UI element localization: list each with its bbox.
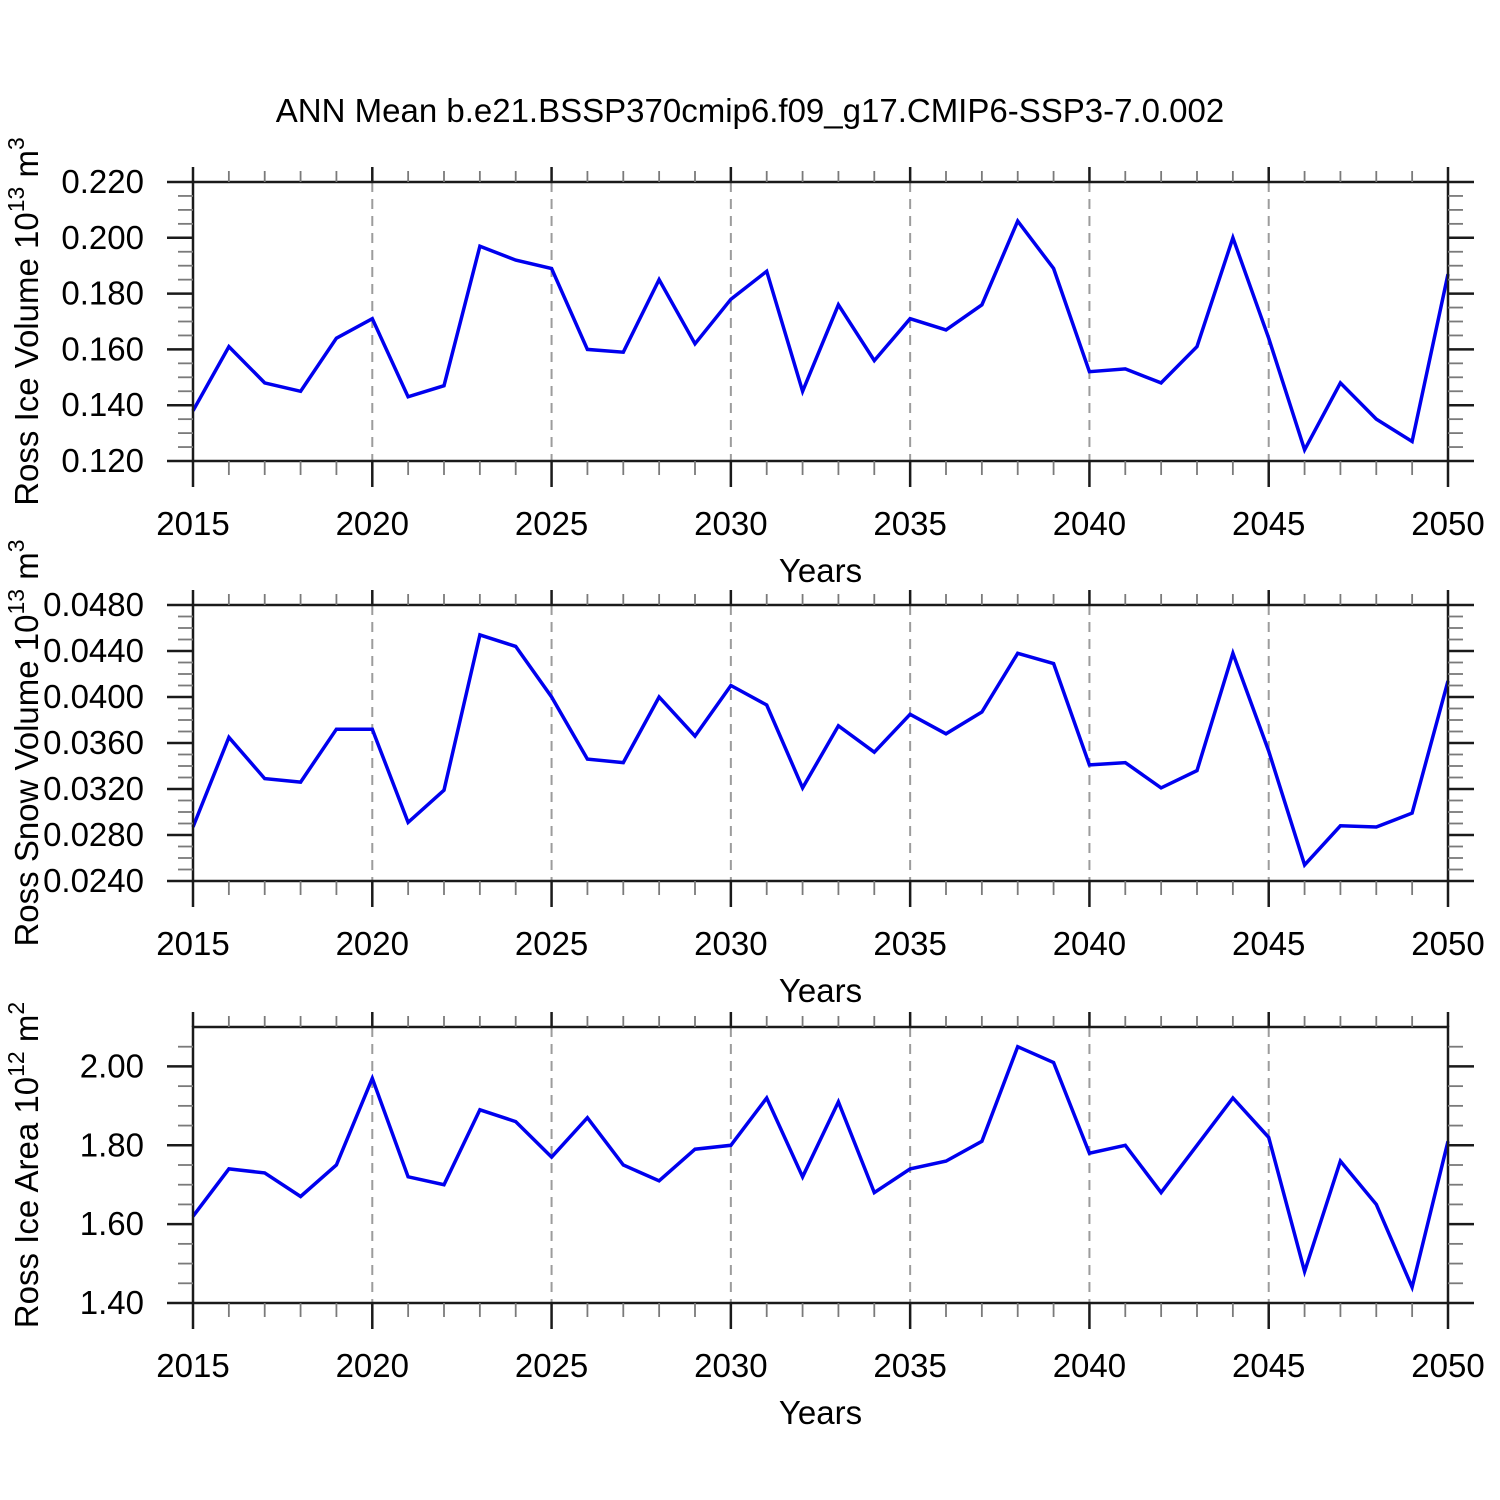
x-tick-label: 2050 [1411, 1347, 1484, 1384]
y-tick-label: 1.40 [80, 1284, 144, 1321]
x-tick-label: 2030 [694, 925, 767, 962]
y-tick-label: 0.160 [61, 330, 144, 367]
panel-ross-ice-area: 1.40 1.60 1.80 2.00 2015 2020 2025 2030 2035 2040… [3, 1002, 1485, 1431]
x-tick-label: 2020 [336, 1347, 409, 1384]
y-tick-label: 0.120 [61, 442, 144, 479]
y-tick-label: 0.0440 [43, 632, 144, 669]
y-tick-label: 0.140 [61, 386, 144, 423]
y-axis-title-ross-ice-volume: Ross Ice Volume 1013 m3 [3, 137, 45, 506]
y-tick-label: 0.0400 [43, 678, 144, 715]
y-tick-label: 1.80 [80, 1126, 144, 1163]
x-tick-label: 2035 [873, 1347, 946, 1384]
x-tick-label: 2025 [515, 505, 588, 542]
x-tick-label: 2050 [1411, 505, 1484, 542]
x-tick-label: 2040 [1053, 505, 1126, 542]
x-axis-title-ross-ice-area: Years [779, 1394, 862, 1431]
chart-title: ANN Mean b.e21.BSSP370cmip6.f09_g17.CMIP… [275, 92, 1225, 129]
x-tick-label: 2030 [694, 1347, 767, 1384]
x-tick-label: 2040 [1053, 925, 1126, 962]
ross-ice-volume-data-line [191, 217, 1450, 455]
x-tick-label: 2020 [336, 925, 409, 962]
x-tick-label: 2035 [873, 505, 946, 542]
x-tick-label: 2050 [1411, 925, 1484, 962]
x-tick-label: 2015 [156, 1347, 229, 1384]
ross-snow-volume-data-line [191, 632, 1450, 869]
x-tick-label: 2025 [515, 1347, 588, 1384]
y-axis-title-ross-ice-area: Ross Ice Area 1012 m2 [3, 1002, 45, 1328]
panel-ross-snow-volume: 0.0240 0.0280 0.0320 0.0360 0.0400 0.0440 0.04… [3, 539, 1485, 1009]
y-tick-label: 0.0240 [43, 862, 144, 899]
panel-ross-ice-volume: 0.120 0.140 0.160 0.180 0.200 0.220 2015 2020 20… [3, 137, 1485, 589]
ross-ice-area-frame [191, 1025, 1450, 1305]
ross-ice-volume-frame [191, 180, 1450, 463]
x-tick-label: 2035 [873, 925, 946, 962]
x-tick-label: 2020 [336, 505, 409, 542]
y-tick-label: 0.0280 [43, 816, 144, 853]
y-tick-label: 0.220 [61, 163, 144, 200]
x-axis-title-ross-snow-volume: Years [779, 972, 862, 1009]
y-tick-label: 1.60 [80, 1205, 144, 1242]
y-tick-label: 2.00 [80, 1047, 144, 1084]
x-tick-label: 2030 [694, 505, 767, 542]
x-tick-label: 2040 [1053, 1347, 1126, 1384]
x-tick-label: 2045 [1232, 1347, 1305, 1384]
x-axis-title-ross-ice-volume: Years [779, 552, 862, 589]
x-tick-label: 2015 [156, 925, 229, 962]
x-tick-label: 2025 [515, 925, 588, 962]
y-tick-label: 0.0360 [43, 724, 144, 761]
x-tick-label: 2045 [1232, 925, 1305, 962]
y-tick-label: 0.0480 [43, 586, 144, 623]
ross-ice-area-data-line [191, 1044, 1450, 1293]
y-tick-label: 0.0320 [43, 770, 144, 807]
x-tick-label: 2045 [1232, 505, 1305, 542]
x-tick-label: 2015 [156, 505, 229, 542]
y-tick-label: 0.200 [61, 219, 144, 256]
ross-snow-volume-frame [191, 603, 1450, 883]
y-tick-label: 0.180 [61, 275, 144, 312]
y-axis-title-ross-snow-volume: Ross Snow Volume 1013 m3 [3, 539, 45, 946]
